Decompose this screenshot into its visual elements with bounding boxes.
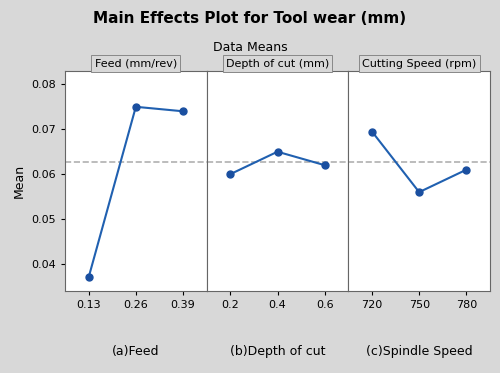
Title: Cutting Speed (rpm): Cutting Speed (rpm) (362, 59, 476, 69)
Y-axis label: Mean: Mean (12, 164, 26, 198)
Text: (b)Depth of cut: (b)Depth of cut (230, 345, 325, 358)
Text: (a)Feed: (a)Feed (112, 345, 160, 358)
Title: Feed (mm/rev): Feed (mm/rev) (94, 59, 177, 69)
Text: Data Means: Data Means (212, 41, 288, 54)
Title: Depth of cut (mm): Depth of cut (mm) (226, 59, 329, 69)
Text: Main Effects Plot for Tool wear (mm): Main Effects Plot for Tool wear (mm) (94, 11, 406, 26)
Text: (c)Spindle Speed: (c)Spindle Speed (366, 345, 472, 358)
